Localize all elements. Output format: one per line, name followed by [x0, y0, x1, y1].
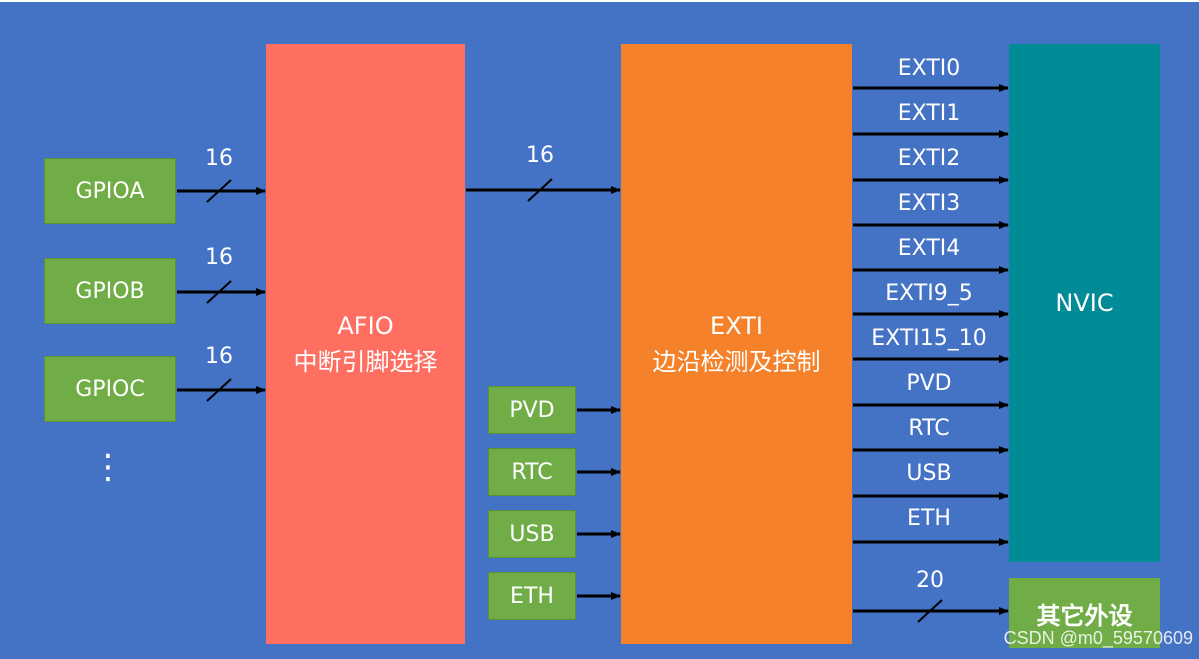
afio-exti-bus-width: 16 — [526, 143, 554, 168]
afio-title: AFIO — [337, 312, 394, 340]
other-bus-slash — [917, 599, 943, 623]
afio-block: AFIO 中断引脚选择 — [266, 44, 465, 644]
input-pvd-box: PVD — [488, 386, 576, 434]
output-label: USB — [906, 461, 952, 486]
input-usb-box: USB — [488, 510, 576, 558]
gpioa-bus-width: 16 — [205, 146, 233, 171]
watermark-text: CSDN @m0_59570609 — [1003, 628, 1193, 648]
output-label: RTC — [908, 416, 950, 441]
gpioa-bus-slash — [206, 179, 232, 203]
input-eth-box: ETH — [488, 572, 576, 620]
exti-title: EXTI — [710, 312, 763, 340]
exti-block: EXTI 边沿检测及控制 — [621, 44, 852, 644]
gpioa-box: GPIOA — [44, 158, 176, 224]
afio-exti-bus-slash — [527, 178, 553, 202]
output-label: EXTI3 — [897, 191, 961, 216]
nvic-block: NVIC — [1009, 44, 1160, 562]
output-label: EXTI2 — [897, 146, 961, 171]
gpioc-bus-width: 16 — [205, 344, 233, 369]
output-label: ETH — [907, 506, 951, 531]
more-gpio-ellipsis: ⋮ — [91, 447, 125, 487]
gpiob-bus-slash — [206, 280, 232, 304]
gpiob-bus-width: 16 — [205, 245, 233, 270]
exti-subtitle: 边沿检测及控制 — [652, 348, 821, 376]
output-label: EXTI0 — [897, 56, 961, 81]
output-label: EXTI4 — [897, 236, 961, 261]
gpiob-box: GPIOB — [44, 258, 176, 324]
output-label: EXTI9_5 — [885, 281, 973, 306]
top-border — [0, 0, 1199, 2]
other-bus-width: 20 — [916, 568, 944, 593]
output-label: EXTI15_10 — [871, 326, 987, 351]
output-label: EXTI1 — [897, 101, 961, 126]
other-peripherals-block: 其它外设 — [1009, 578, 1160, 648]
output-label: PVD — [906, 371, 952, 396]
gpioc-bus-slash — [206, 378, 232, 402]
input-rtc-box: RTC — [488, 448, 576, 496]
gpioc-box: GPIOC — [44, 356, 176, 422]
afio-subtitle: 中断引脚选择 — [293, 348, 438, 376]
